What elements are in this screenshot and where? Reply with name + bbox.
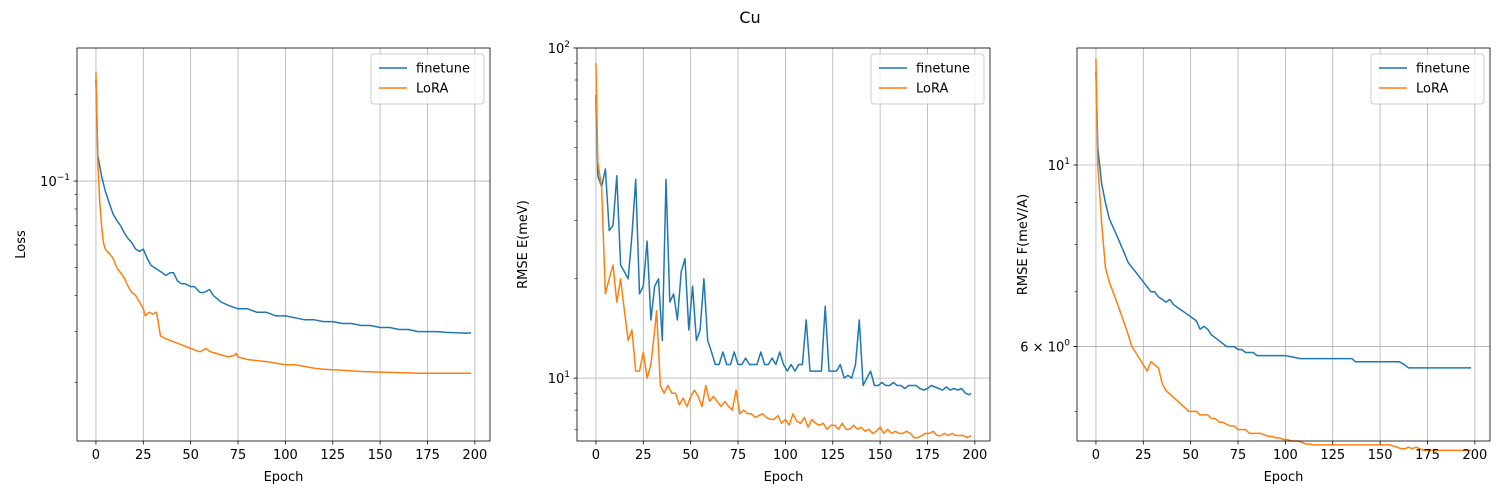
subplot-1: 0 25 50 75 100 125 150 175 200 10−1 Epoch Loss finet… [14,47,491,485]
x-tick-label: 0 [92,448,100,463]
subplot-2: 0 25 50 75 100 125 150 175 200 101 102 Epoch RMSE E(… [516,40,991,485]
legend-box [1370,53,1485,105]
x-tick-label: 0 [592,448,600,463]
series-line-finetune [95,79,472,334]
legend-box [870,53,985,105]
y-tick-label: 10−1 [40,173,70,190]
x-tick-label: 0 [1092,448,1100,463]
legend: finetune LoRA [1370,53,1485,105]
legend-label-finetune: finetune [1416,62,1470,77]
subplot-3: 0 25 50 75 100 125 150 175 200 6 × 100 101 Epoch RMS… [1016,47,1491,485]
x-tick-label: 75 [730,448,747,463]
legend-label-lora: LoRA [416,82,448,97]
x-tick-label: 175 [415,448,440,463]
series-line-lora [1095,58,1472,452]
legend-label-lora: LoRA [1416,82,1448,97]
axes-frame [76,47,491,442]
x-axis-label: Epoch [264,470,304,485]
x-tick-label: 175 [915,448,940,463]
x-tick-label: 150 [868,448,893,463]
y-tick-label: 102 [548,40,570,57]
y-tick-label: 101 [548,370,570,387]
x-tick-label: 150 [1368,448,1393,463]
x-axis-label: Epoch [1264,470,1304,485]
legend-label-finetune: finetune [916,62,970,77]
legend-box [370,53,485,105]
series-line-finetune [1095,71,1472,369]
legend-label-lora: LoRA [916,82,948,97]
legend-label-finetune: finetune [416,62,470,77]
figure-title: Cu [739,8,760,27]
x-tick-label: 150 [368,448,393,463]
legend: finetune LoRA [370,53,485,105]
x-tick-label: 25 [135,448,152,463]
x-tick-label: 175 [1415,448,1440,463]
y-axis-label: RMSE E(meV) [516,200,531,289]
x-tick-label: 200 [462,448,487,463]
x-tick-label: 50 [682,448,699,463]
y-tick-label: 101 [1048,157,1070,174]
x-tick-label: 50 [182,448,199,463]
x-tick-label: 50 [1182,448,1199,463]
y-axis-label: Loss [14,230,29,259]
x-axis-label: Epoch [764,470,804,485]
x-tick-label: 75 [1230,448,1247,463]
x-tick-label: 25 [635,448,652,463]
x-tick-label: 100 [273,448,298,463]
series-line-lora [595,63,972,439]
axes-frame [576,47,991,442]
series-line-finetune [595,95,972,396]
x-tick-label: 200 [962,448,987,463]
panels: 0 25 50 75 100 125 150 175 200 10−1 Epoch Loss finet… [14,40,1491,485]
x-tick-label: 100 [1273,448,1298,463]
x-tick-label: 25 [1135,448,1152,463]
x-tick-label: 200 [1462,448,1487,463]
y-tick-label: 6 × 100 [1020,339,1070,356]
axes-frame [1076,47,1491,442]
y-axis-label: RMSE F(meV/A) [1016,194,1031,295]
x-tick-label: 75 [230,448,247,463]
x-tick-label: 125 [320,448,345,463]
x-tick-label: 125 [820,448,845,463]
legend: finetune LoRA [870,53,985,105]
x-tick-label: 100 [773,448,798,463]
x-tick-label: 125 [1320,448,1345,463]
series-line-lora [95,71,472,374]
